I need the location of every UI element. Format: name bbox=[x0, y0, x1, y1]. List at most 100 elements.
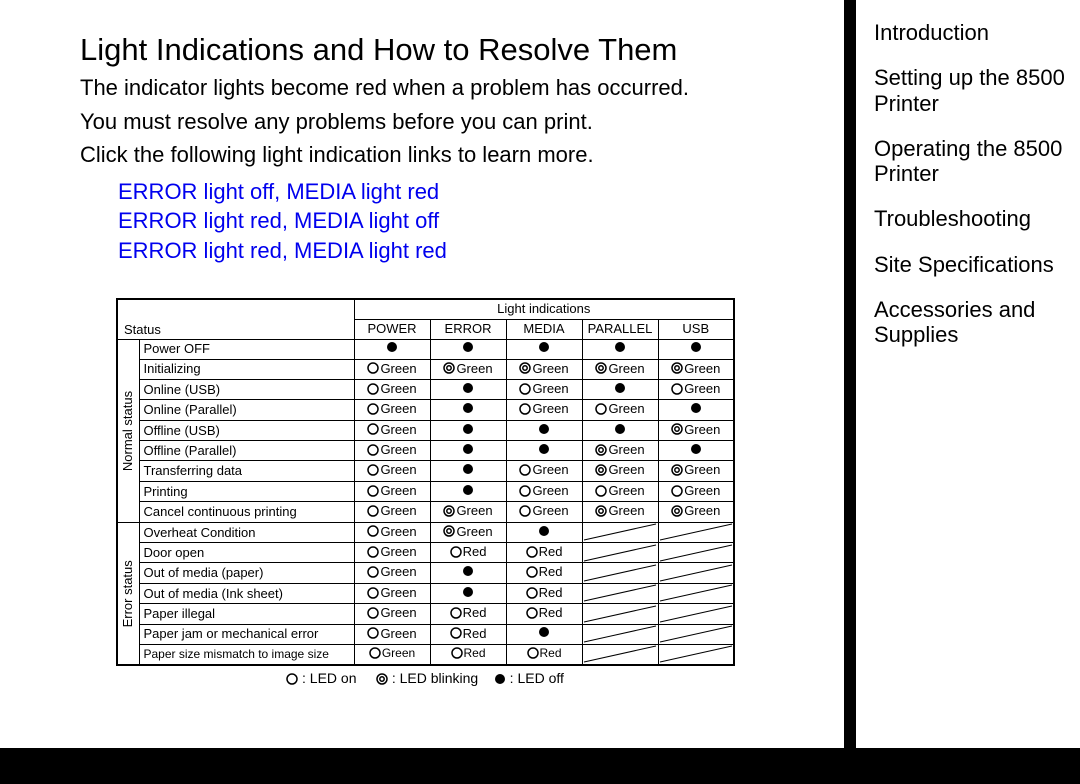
led-cell bbox=[658, 339, 734, 359]
nav-accessories[interactable]: Accessories and Supplies bbox=[874, 297, 1080, 348]
legend-off: : LED off bbox=[510, 670, 564, 686]
group-label: Error status bbox=[117, 522, 139, 664]
led-cell bbox=[582, 379, 658, 399]
column-header: USB bbox=[658, 319, 734, 339]
led-cell: Green bbox=[354, 604, 430, 624]
led-cell bbox=[582, 624, 658, 644]
led-cell bbox=[506, 441, 582, 461]
nav-site-specifications[interactable]: Site Specifications bbox=[874, 252, 1080, 277]
led-cell: Green bbox=[354, 563, 430, 583]
status-label: Paper illegal bbox=[139, 604, 354, 624]
status-label: Paper size mismatch to image size bbox=[139, 644, 354, 664]
led-cell bbox=[582, 604, 658, 624]
page-title: Light Indications and How to Resolve The… bbox=[80, 32, 830, 68]
led-cell: Green bbox=[354, 379, 430, 399]
led-cell bbox=[506, 624, 582, 644]
status-label: Power OFF bbox=[139, 339, 354, 359]
led-cell bbox=[658, 522, 734, 542]
status-label: Out of media (paper) bbox=[139, 563, 354, 583]
led-cell: Red bbox=[506, 644, 582, 664]
column-header: MEDIA bbox=[506, 319, 582, 339]
led-cell: Green bbox=[582, 400, 658, 420]
column-header: PARALLEL bbox=[582, 319, 658, 339]
led-cell bbox=[430, 379, 506, 399]
led-cell: Red bbox=[430, 624, 506, 644]
link-error-red-media-off[interactable]: ERROR light red, MEDIA light off bbox=[118, 206, 830, 236]
nav-setting-up[interactable]: Setting up the 8500 Printer bbox=[874, 65, 1080, 116]
led-cell: Green bbox=[354, 543, 430, 563]
error-links: ERROR light off, MEDIA light red ERROR l… bbox=[118, 177, 830, 266]
led-cell: Green bbox=[506, 502, 582, 522]
led-cell bbox=[658, 400, 734, 420]
led-cell: Red bbox=[430, 543, 506, 563]
led-cell bbox=[430, 563, 506, 583]
led-cell bbox=[506, 420, 582, 440]
led-cell: Green bbox=[354, 624, 430, 644]
status-label: Offline (Parallel) bbox=[139, 441, 354, 461]
legend-on: : LED on bbox=[302, 670, 356, 686]
led-cell: Green bbox=[430, 522, 506, 542]
led-cell: Green bbox=[582, 502, 658, 522]
led-cell: Green bbox=[354, 359, 430, 379]
led-cell: Red bbox=[506, 563, 582, 583]
status-label: Offline (USB) bbox=[139, 420, 354, 440]
led-cell bbox=[582, 543, 658, 563]
led-cell: Green bbox=[354, 461, 430, 481]
led-cell: Green bbox=[506, 400, 582, 420]
led-cell bbox=[658, 441, 734, 461]
led-cell: Red bbox=[430, 644, 506, 664]
led-cell bbox=[430, 583, 506, 603]
link-error-red-media-red[interactable]: ERROR light red, MEDIA light red bbox=[118, 236, 830, 266]
led-cell: Green bbox=[354, 420, 430, 440]
led-cell: Green bbox=[506, 379, 582, 399]
led-cell bbox=[582, 339, 658, 359]
column-header: POWER bbox=[354, 319, 430, 339]
led-on-icon bbox=[286, 673, 298, 685]
led-cell bbox=[430, 420, 506, 440]
led-cell: Green bbox=[658, 502, 734, 522]
led-cell bbox=[658, 624, 734, 644]
divider-bar bbox=[844, 0, 856, 784]
legend-blink: : LED blinking bbox=[392, 670, 478, 686]
led-cell: Green bbox=[354, 644, 430, 664]
link-error-off-media-red[interactable]: ERROR light off, MEDIA light red bbox=[118, 177, 830, 207]
column-header: ERROR bbox=[430, 319, 506, 339]
led-cell: Green bbox=[658, 379, 734, 399]
led-cell bbox=[506, 339, 582, 359]
status-header: Status bbox=[117, 299, 354, 339]
nav-troubleshooting[interactable]: Troubleshooting bbox=[874, 206, 1080, 231]
status-label: Initializing bbox=[139, 359, 354, 379]
status-label: Out of media (Ink sheet) bbox=[139, 583, 354, 603]
intro-line-2: Click the following light indication lin… bbox=[80, 141, 830, 169]
led-cell bbox=[582, 522, 658, 542]
light-indications-header: Light indications bbox=[354, 299, 734, 319]
led-cell bbox=[430, 441, 506, 461]
led-cell bbox=[582, 583, 658, 603]
led-cell bbox=[658, 604, 734, 624]
led-cell: Red bbox=[506, 604, 582, 624]
led-cell bbox=[658, 543, 734, 563]
led-cell bbox=[506, 522, 582, 542]
led-cell: Green bbox=[582, 441, 658, 461]
led-cell: Green bbox=[354, 583, 430, 603]
led-cell: Green bbox=[354, 522, 430, 542]
led-cell bbox=[430, 481, 506, 501]
intro-line-1: You must resolve any problems before you… bbox=[80, 108, 830, 136]
led-cell: Green bbox=[354, 400, 430, 420]
led-cell bbox=[582, 563, 658, 583]
led-blink-icon bbox=[376, 673, 388, 685]
sidebar-nav: Introduction Setting up the 8500 Printer… bbox=[874, 20, 1080, 368]
led-cell: Green bbox=[354, 441, 430, 461]
led-cell: Green bbox=[430, 502, 506, 522]
led-cell bbox=[354, 339, 430, 359]
led-cell: Green bbox=[582, 461, 658, 481]
led-cell: Green bbox=[354, 481, 430, 501]
led-cell bbox=[658, 583, 734, 603]
led-cell: Red bbox=[506, 583, 582, 603]
status-label: Overheat Condition bbox=[139, 522, 354, 542]
nav-introduction[interactable]: Introduction bbox=[874, 20, 1080, 45]
light-indications-table: Status Light indications POWERERRORMEDIA… bbox=[116, 298, 734, 686]
led-cell bbox=[582, 420, 658, 440]
led-cell: Green bbox=[658, 420, 734, 440]
nav-operating[interactable]: Operating the 8500 Printer bbox=[874, 136, 1080, 187]
